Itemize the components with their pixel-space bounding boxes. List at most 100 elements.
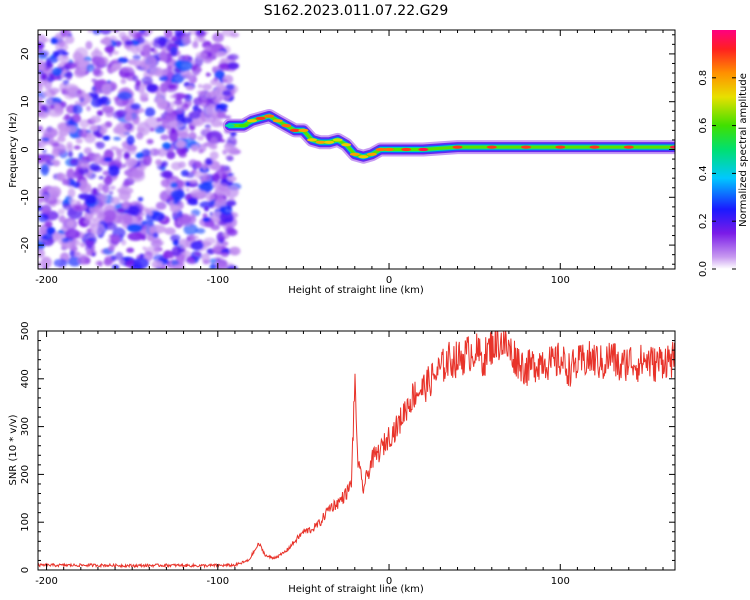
noise-blob	[78, 128, 89, 138]
noise-blob	[50, 192, 60, 199]
noise-blob	[56, 173, 67, 181]
noise-blob	[209, 151, 219, 160]
noise-blob	[94, 56, 106, 69]
noise-blob	[195, 51, 208, 59]
noise-blob	[52, 142, 60, 147]
snr-y-label: SNR (10 * v/v)	[8, 414, 19, 485]
noise-blob	[145, 212, 156, 223]
colorbar-tick-label: 0.4	[698, 165, 709, 181]
y-tick-label: -20	[20, 237, 31, 253]
noise-blob	[137, 197, 144, 202]
noise-blob	[205, 72, 210, 77]
noise-blob	[181, 35, 190, 46]
noise-blob	[96, 110, 104, 117]
noise-blob	[62, 79, 70, 86]
noise-blob	[202, 213, 208, 218]
noise-blob	[53, 258, 68, 268]
noise-blob	[118, 31, 127, 40]
ridge-point	[418, 147, 429, 152]
y-tick-label: 0	[20, 567, 31, 573]
noise-blob	[96, 212, 106, 220]
noise-blob	[201, 42, 207, 48]
noise-blob	[170, 234, 181, 243]
noise-blob	[185, 181, 190, 187]
noise-blob	[155, 159, 163, 166]
noise-blob	[158, 75, 170, 82]
noise-blob	[170, 121, 184, 129]
noise-blob	[89, 222, 105, 235]
noise-blob	[159, 50, 168, 62]
ridge-layer	[228, 114, 675, 159]
colorbar-axis: 0.0 0.2 0.4 0.6 0.8	[698, 70, 736, 277]
noise-blob	[58, 133, 63, 139]
ridge-point	[264, 114, 275, 118]
noise-blob	[103, 149, 114, 160]
noise-blob	[227, 53, 239, 61]
colorbar-gradient	[712, 30, 736, 269]
y-tick-label: 20	[20, 48, 31, 61]
noise-blob	[57, 208, 65, 215]
noise-blob	[134, 82, 140, 92]
ridge-point	[555, 145, 566, 149]
noise-blob	[65, 125, 77, 133]
noise-blob	[198, 143, 207, 153]
noise-blob	[89, 163, 100, 171]
noise-blob	[57, 54, 70, 63]
noise-blob	[139, 94, 148, 102]
noise-blob	[99, 30, 112, 35]
noise-blob	[69, 250, 75, 258]
noise-blob	[78, 193, 91, 200]
noise-blob	[137, 36, 145, 44]
noise-blob	[189, 235, 199, 240]
figure-title: S162.2023.011.07.22.G29	[264, 3, 449, 19]
noise-blob	[186, 71, 193, 80]
noise-blob	[218, 182, 229, 192]
noise-blob	[224, 115, 232, 120]
noise-blob	[171, 73, 185, 84]
noise-blob	[189, 179, 196, 184]
noise-blob	[61, 237, 70, 243]
noise-blob	[160, 160, 168, 168]
noise-blob	[122, 181, 131, 187]
ridge-point	[238, 124, 249, 128]
noise-blob	[99, 123, 108, 135]
noise-blob	[78, 159, 90, 170]
noise-blob	[149, 148, 161, 156]
noise-blob	[185, 187, 190, 192]
noise-blob	[63, 62, 77, 70]
noise-blob	[167, 38, 181, 47]
noise-blob	[160, 134, 170, 141]
noise-blob	[121, 66, 134, 73]
noise-blob	[86, 63, 95, 73]
noise-blob	[51, 67, 63, 77]
x-tick-label: 100	[551, 275, 570, 286]
ridge-point	[623, 145, 634, 149]
noise-blob	[116, 207, 127, 214]
noise-blob	[143, 153, 152, 166]
snr-x-axis: -200 -100 0 100	[35, 331, 664, 587]
noise-blob	[193, 160, 203, 169]
colorbar-tick-label: 0.6	[698, 118, 709, 134]
noise-blob	[169, 50, 178, 57]
noise-blob	[109, 185, 116, 190]
noise-blob	[67, 188, 76, 198]
noise-blob	[98, 176, 104, 180]
noise-blob	[82, 156, 90, 161]
noise-blob	[205, 157, 213, 166]
noise-blob	[112, 30, 120, 33]
noise-blob	[170, 182, 179, 189]
noise-blob	[65, 70, 73, 80]
noise-blob	[160, 170, 174, 179]
noise-blob	[230, 146, 239, 154]
noise-blob	[171, 161, 182, 171]
noise-blob	[73, 145, 81, 150]
noise-blob	[125, 158, 138, 167]
noise-blob	[142, 224, 155, 237]
noise-blob	[89, 124, 99, 132]
colorbar: 0.0 0.2 0.4 0.6 0.8 Normalized spectral ampl…	[698, 30, 749, 277]
colorbar-label: Normalized spectral amplitude	[738, 73, 749, 227]
noise-blob	[183, 99, 192, 108]
noise-blob	[212, 32, 225, 43]
noise-blob	[216, 193, 224, 203]
